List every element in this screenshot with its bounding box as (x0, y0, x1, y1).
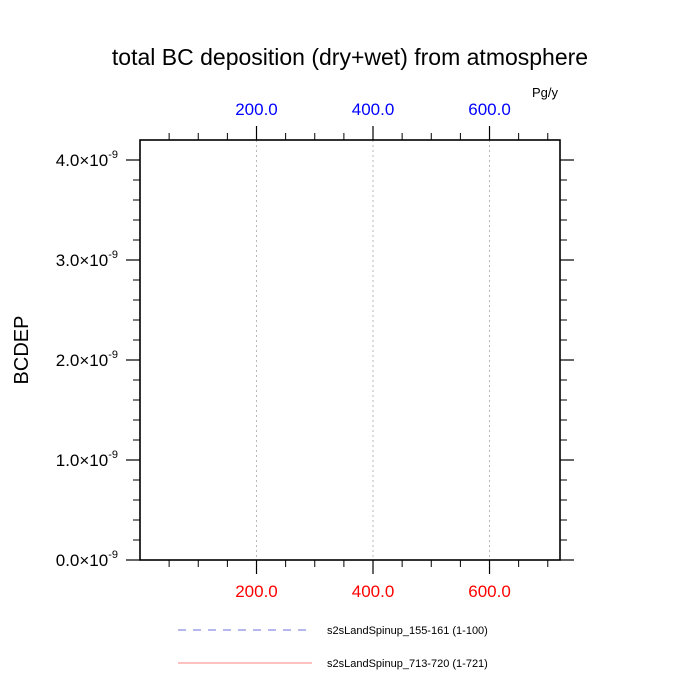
tick-labels: 200.0 200.0 400.0 400.0 600.0 600.0 0.0×10-9 1.… (56, 100, 511, 601)
plot-frame (139, 139, 561, 561)
y-tick-label: 0.0×10-9 (56, 549, 118, 570)
x-tick-label-top: 600.0 (468, 100, 511, 119)
chart-title: total BC deposition (dry+wet) from atmos… (112, 44, 588, 70)
y-tick-label: 1.0×10-9 (56, 449, 118, 470)
x-tick-label-bottom: 200.0 (235, 582, 278, 601)
y-tick-label: 4.0×10-9 (56, 149, 118, 170)
y-axis-label: BCDEP (11, 316, 33, 385)
y-tick-label: 3.0×10-9 (56, 249, 118, 270)
legend-label: s2sLandSpinup_713-720 (1-721) (327, 658, 488, 670)
units-label: Pg/y (532, 85, 559, 100)
ticks (126, 126, 574, 574)
y-tick-label: 2.0×10-9 (56, 349, 118, 370)
legend-label: s2sLandSpinup_155-161 (1-100) (327, 625, 488, 637)
x-tick-label-top: 200.0 (235, 100, 278, 119)
gridlines (256, 140, 491, 560)
legend: s2sLandSpinup_155-161 (1-100) s2sLandSpin… (178, 625, 488, 670)
x-tick-label-top: 400.0 (352, 100, 395, 119)
x-tick-label-bottom: 600.0 (468, 582, 511, 601)
x-tick-label-bottom: 400.0 (352, 582, 395, 601)
